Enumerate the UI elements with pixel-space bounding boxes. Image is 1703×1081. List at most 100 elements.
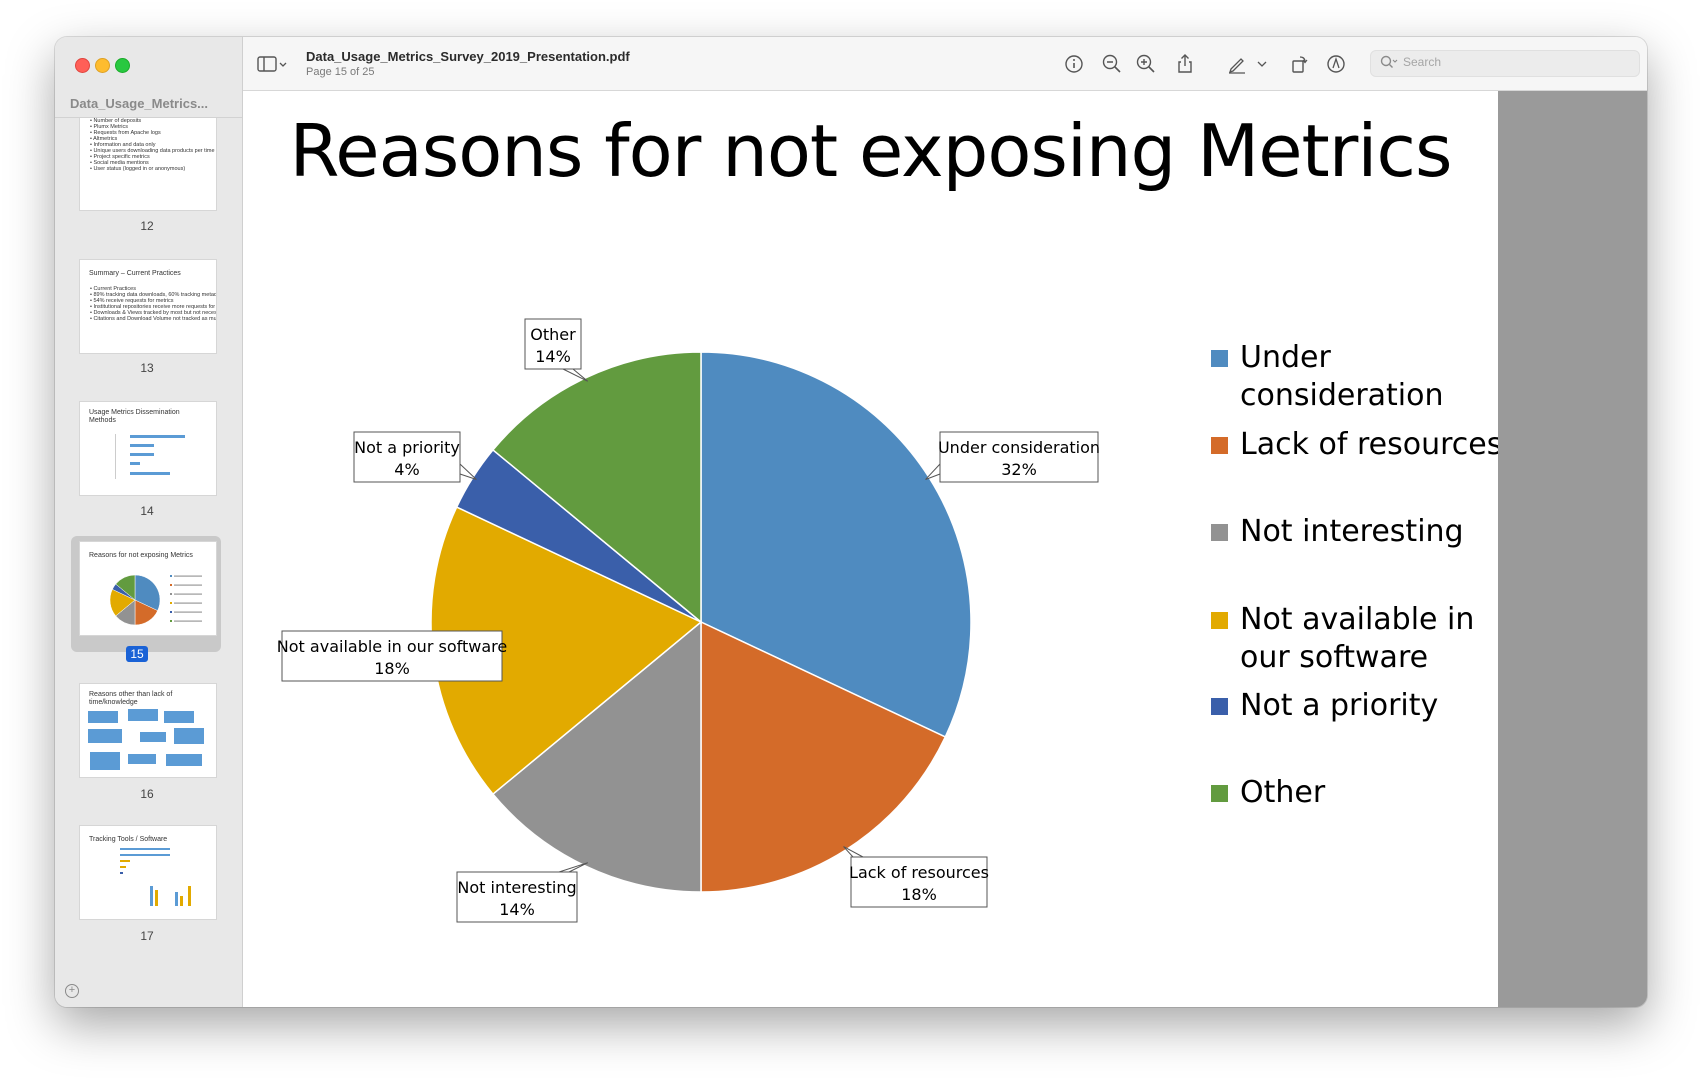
zoom-window-button[interactable]: [115, 58, 130, 73]
thumbnail-text-line: • Requests from Apache logs: [90, 130, 161, 136]
callout-pointer: [925, 463, 941, 480]
document-title: Data_Usage_Metrics_Survey_2019_Presentat…: [306, 49, 630, 64]
thumbnail-title: Tracking Tools / Software: [89, 836, 168, 843]
annotate-icon[interactable]: [1325, 53, 1347, 75]
minimize-window-button[interactable]: [95, 58, 110, 73]
legend-label: Other: [1240, 775, 1326, 810]
chevron-down-icon[interactable]: [1255, 53, 1269, 75]
pie-slice-other: [115, 574, 136, 601]
thumbnail-text-line: • Number of deposits: [90, 118, 142, 124]
data-label-box: [850, 856, 988, 908]
close-window-button[interactable]: [75, 58, 90, 73]
data-label-value: 14%: [499, 900, 535, 919]
thumbnail-text-line: • Altmetrics: [90, 136, 118, 142]
search-input[interactable]: [1401, 54, 1625, 70]
data-label-category: Lack of resources: [849, 863, 989, 882]
thumbnail-legend-swatch: [170, 593, 172, 595]
zoom-out-icon[interactable]: [1101, 53, 1123, 75]
thumbnail-legend-swatch: [170, 584, 172, 586]
data-label-box: [353, 431, 461, 483]
thumbnail-title: Reasons for not exposing Metrics: [89, 552, 193, 559]
thumbnail-list[interactable]: • Number of deposits • Plumx Metrics • Req…: [55, 118, 242, 978]
document-page-indicator: Page 15 of 25: [306, 66, 375, 78]
info-icon[interactable]: [1063, 53, 1085, 75]
data-label-category: Not a priority: [354, 438, 460, 457]
thumbnail-page-17[interactable]: Tracking Tools / Software: [80, 826, 216, 919]
rotate-icon[interactable]: [1288, 53, 1310, 75]
thumbnail-page-number: 13: [140, 361, 154, 375]
search-icon: [1380, 54, 1398, 73]
thumbnail-page-number-selected: 15: [126, 646, 148, 662]
thumbnail-page-13[interactable]: Summary – Current Practices • Current Pr…: [80, 260, 216, 353]
thumbnail-callout: [88, 711, 118, 723]
thumbnail-text-line: • User status (logged in or anonymous): [90, 166, 186, 172]
data-label-value: 18%: [901, 885, 937, 904]
document-view[interactable]: Reasons for not exposing Metrics Under c…: [243, 91, 1647, 1007]
thumbnail-bar: [120, 866, 126, 868]
data-label-box: [281, 630, 503, 682]
thumbnail-text-line: • Downloads & Views tracked by most but …: [90, 310, 216, 316]
slide-page: Reasons for not exposing Metrics Under c…: [243, 91, 1502, 1007]
thumbnail-bar: [130, 435, 185, 438]
thumbnail-text-line: • 54% receive requests for metrics: [90, 298, 174, 304]
thumbnail-text-line: • Plumx Metrics: [90, 124, 128, 130]
thumbnail-bar: [150, 886, 153, 906]
zoom-in-icon[interactable]: [1135, 53, 1157, 75]
thumbnail-bar: [120, 872, 123, 874]
data-label-value: 14%: [535, 347, 571, 366]
thumbnail-bar: [120, 854, 170, 856]
thumbnail-text-line: • Project specific metrics: [90, 154, 150, 160]
sidebar-divider: [55, 117, 242, 118]
legend-swatch: [1211, 698, 1228, 715]
thumbnail-text-line: • Institutional repositories receive mor…: [90, 304, 216, 310]
thumbnail-legend-text: [174, 602, 202, 604]
thumbnail-text-line: • Current Practices: [90, 286, 136, 292]
add-page-icon[interactable]: +: [65, 984, 79, 998]
thumbnail-page-15[interactable]: Reasons for not exposing Metrics: [80, 542, 216, 635]
sidebar-title: Data_Usage_Metrics...: [70, 96, 209, 111]
search-box[interactable]: [1370, 50, 1640, 77]
data-label-category: Not interesting: [457, 878, 576, 897]
thumbnail-pie: [109, 574, 202, 626]
thumbnail-page-14[interactable]: Usage Metrics Dissemination Methods: [80, 402, 216, 495]
data-label-category: Other: [530, 325, 576, 344]
slide-title: Reasons for not exposing Metrics: [289, 109, 1453, 193]
thumbnail-bar: [188, 886, 191, 906]
data-label-box: [524, 318, 582, 370]
sidebar-toggle-icon[interactable]: [256, 53, 288, 75]
legend-label: Under consideration: [1240, 340, 1444, 413]
thumbnail-title: Usage Metrics Dissemination Methods: [89, 409, 180, 424]
pie-slice-lack-of-resources: [700, 620, 947, 893]
thumbnail-callout: [128, 709, 158, 721]
thumbnail-bar: [120, 860, 130, 862]
legend-swatch: [1211, 612, 1228, 629]
thumbnail-text-line: • Social media mentions: [90, 160, 149, 166]
thumbnail-page-16[interactable]: Reasons other than lack of time/knowledg…: [80, 684, 216, 777]
data-label-box: [456, 871, 578, 923]
legend-swatch: [1211, 785, 1228, 802]
toolbar: Data_Usage_Metrics_Survey_2019_Presentat…: [243, 37, 1647, 91]
data-label-box: [939, 431, 1099, 483]
thumbnail-legend-swatch: [170, 620, 172, 622]
document-background: [1498, 91, 1647, 1007]
thumbnail-bar: [155, 890, 158, 906]
pie-slice-not-interesting: [491, 620, 702, 893]
thumbnail-page-12[interactable]: • Number of deposits • Plumx Metrics • Req…: [80, 118, 216, 210]
thumbnail-legend-swatch: [170, 575, 172, 577]
pie-slice-other: [491, 351, 702, 624]
thumbnail-callout: [166, 754, 202, 766]
thumbnail-text-line: • Unique users downloading data products…: [90, 148, 216, 154]
thumbnail-callout: [140, 732, 166, 742]
thumbnail-bar: [130, 472, 170, 475]
thumbnail-callout: [128, 754, 156, 764]
share-icon[interactable]: [1174, 53, 1196, 75]
legend-swatch: [1211, 524, 1228, 541]
thumbnail-page-number: 14: [140, 504, 154, 518]
data-label-value: 18%: [374, 659, 410, 678]
preview-window: Data_Usage_Metrics... • Number of deposi…: [55, 37, 1647, 1007]
legend-swatch: [1211, 437, 1228, 454]
thumbnail-callout: [164, 711, 194, 723]
thumbnail-legend-swatch: [170, 611, 172, 613]
markup-pen-icon[interactable]: [1226, 53, 1248, 75]
thumbnail-bar: [130, 444, 154, 447]
